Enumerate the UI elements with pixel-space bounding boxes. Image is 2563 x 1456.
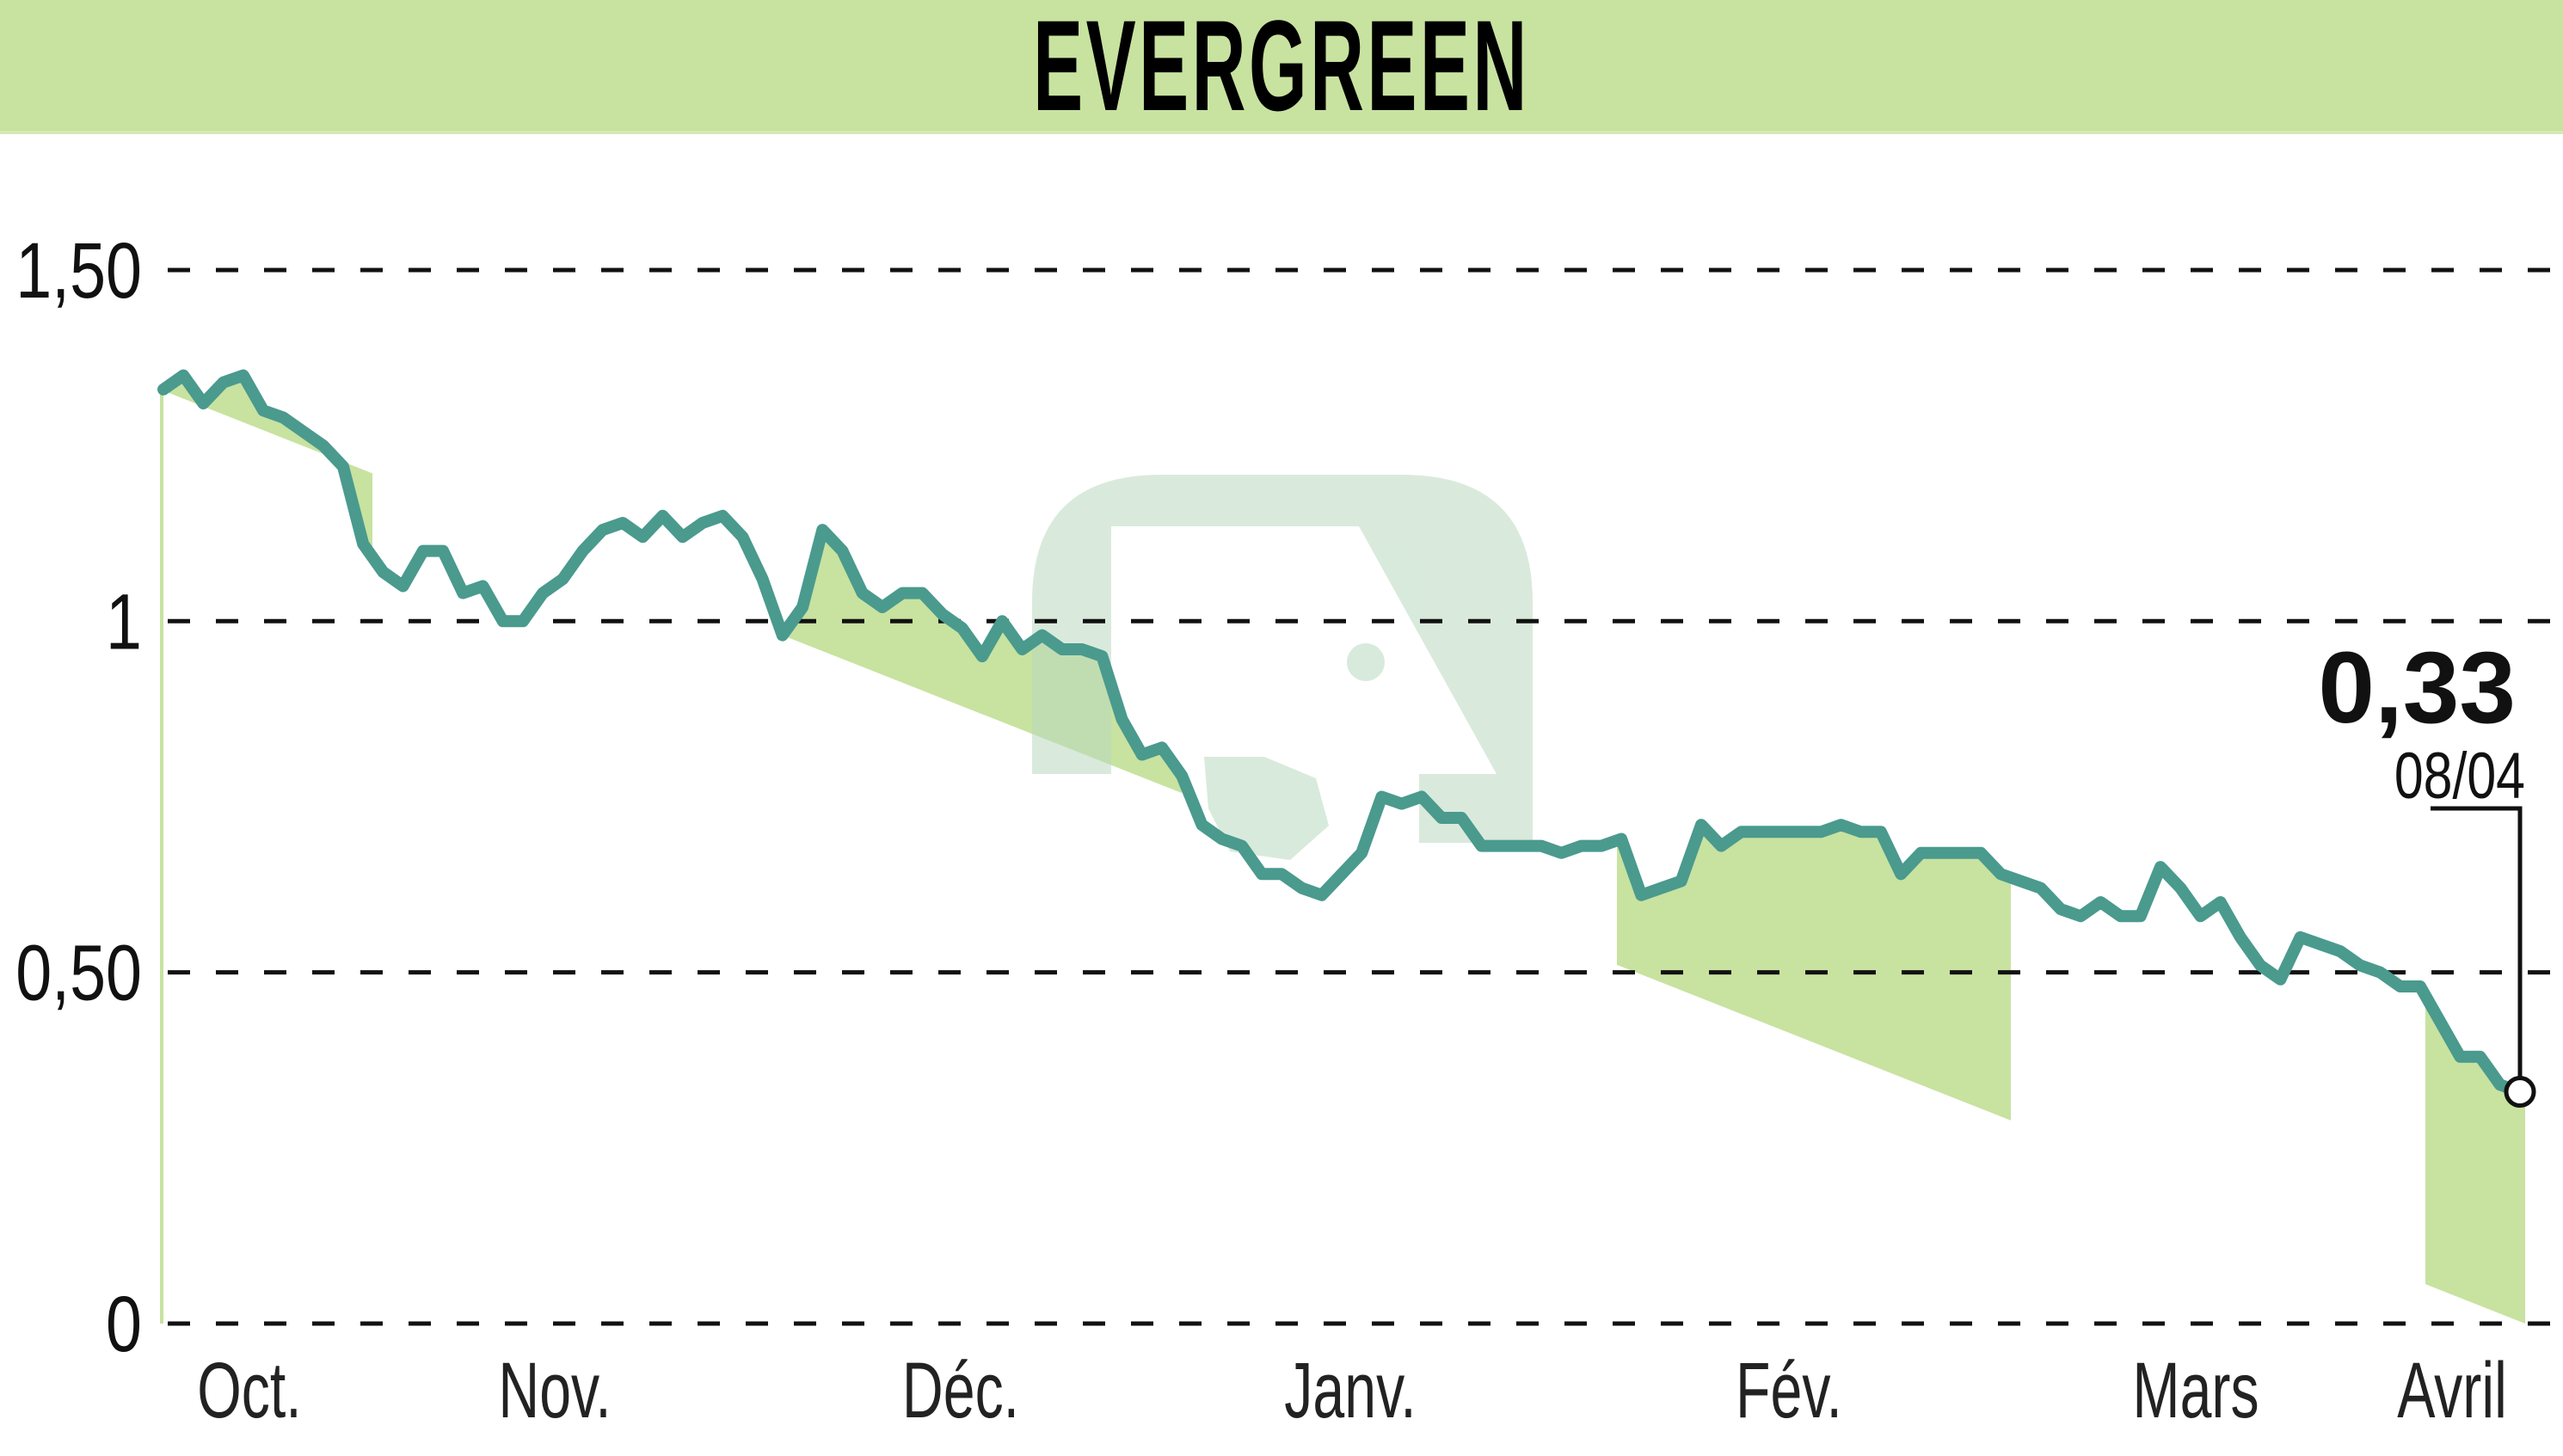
- chart-title: EVERGREEN: [1033, 0, 1530, 138]
- month-band: [1617, 375, 2011, 1324]
- x-tick-label: Mars: [2132, 1345, 2259, 1434]
- title-banner: [0, 0, 2563, 134]
- last-value-annotation: 0,33 08/04: [2318, 631, 2536, 1108]
- last-date: 08/04: [2394, 740, 2525, 813]
- x-tick-label: Janv.: [1284, 1345, 1416, 1434]
- x-tick-label: Nov.: [498, 1345, 611, 1434]
- x-tick-label: Fév.: [1736, 1345, 1842, 1434]
- y-tick-label: 1,50: [15, 226, 142, 315]
- x-tick-label: Avril: [2397, 1345, 2507, 1434]
- chart-title-wrap: EVERGREEN: [0, 0, 2563, 131]
- x-tick-label: Déc.: [902, 1345, 1019, 1434]
- x-axis-labels: Oct. Nov. Déc. Janv. Fév. Mars Avril: [197, 1345, 2507, 1434]
- price-line: [157, 369, 2526, 1098]
- gridlines: [168, 267, 2563, 1326]
- month-band: [160, 375, 372, 1324]
- y-tick-label: 0,50: [15, 929, 142, 1017]
- y-tick-label: 0: [106, 1280, 142, 1368]
- y-tick-label: 1: [106, 577, 142, 666]
- x-tick-label: Oct.: [197, 1345, 301, 1434]
- last-value: 0,33: [2318, 631, 2516, 745]
- month-bands: [160, 375, 2525, 1324]
- month-band: [788, 375, 1182, 1324]
- watermark-logo-icon: [1032, 475, 1533, 860]
- y-axis-labels: 1,50 1 0,50 0: [15, 226, 142, 1368]
- last-point-marker-icon: [2504, 1076, 2536, 1108]
